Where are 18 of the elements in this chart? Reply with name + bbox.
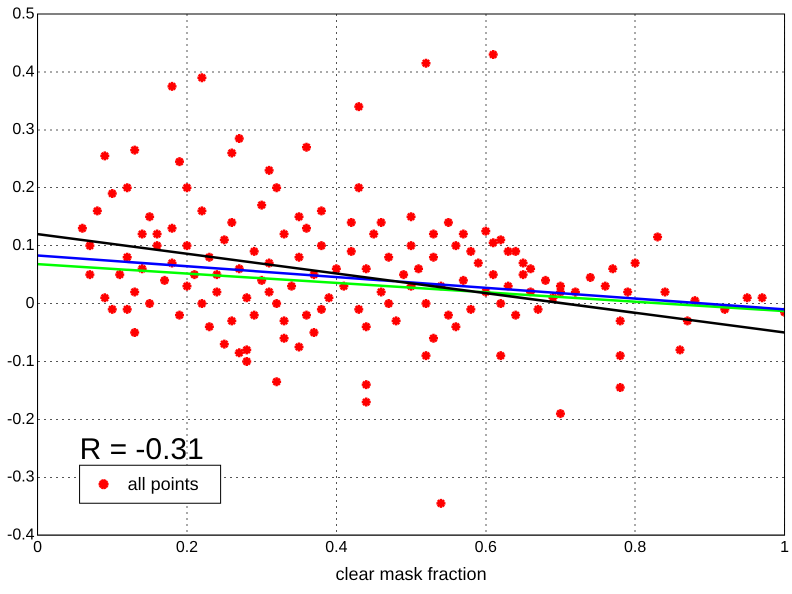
y-tick-label: 0.4 (12, 63, 35, 80)
x-tick-label: 0.6 (474, 539, 497, 556)
y-tick-label: -0.1 (6, 352, 35, 370)
y-tick-label: 0 (26, 294, 35, 312)
y-tick-label: 0.5 (12, 5, 35, 22)
y-tick-label: -0.4 (6, 526, 35, 544)
y-tick-label: -0.3 (6, 468, 35, 486)
x-tick-label: 0.8 (624, 539, 646, 556)
annotation: R = -0.31 (80, 433, 204, 466)
y-tick-label: 0.2 (12, 179, 35, 196)
x-tick-label: 1 (780, 539, 790, 556)
y-tick-label: 0.1 (12, 237, 35, 254)
x-axis-title: clear mask fraction (336, 564, 487, 584)
y-tick-label: -0.2 (6, 410, 35, 428)
x-tick-label: 0.4 (325, 539, 348, 556)
legend-label: all points (128, 474, 199, 494)
y-tick-label: 0.3 (12, 121, 35, 138)
x-tick-label: 0.2 (176, 539, 198, 556)
